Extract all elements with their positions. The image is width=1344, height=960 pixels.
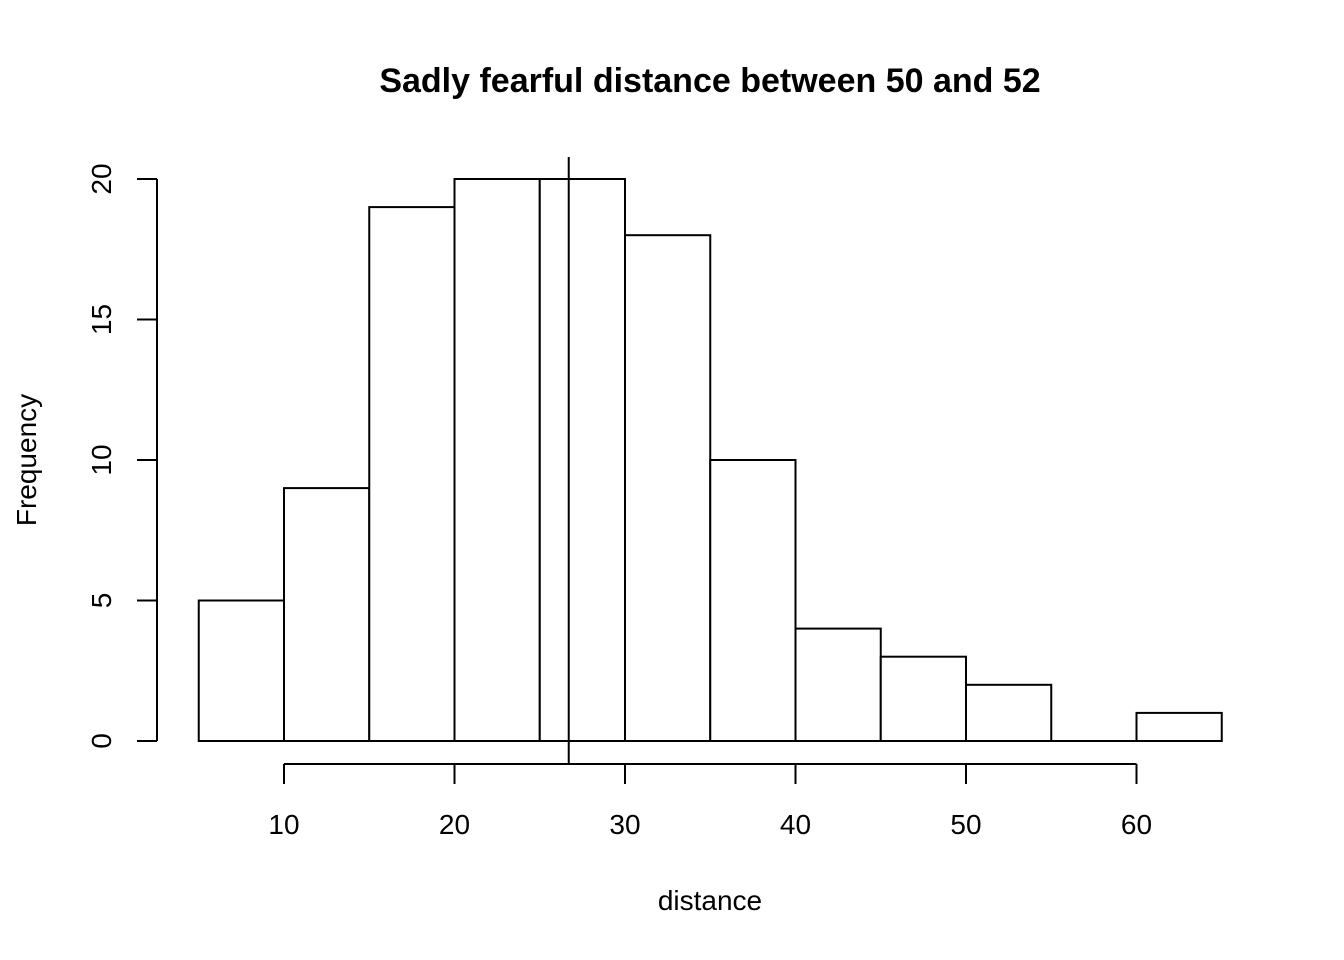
x-axis-label: distance: [658, 885, 762, 916]
x-axis: 10 20 30 40 50 60: [268, 763, 1152, 840]
chart-title: Sadly fearful distance between 50 and 52: [379, 62, 1040, 100]
histogram-bar: [709, 459, 797, 742]
y-tick-label: 20: [86, 163, 117, 194]
histogram-bar: [879, 655, 967, 743]
histogram-bar: [453, 178, 541, 742]
y-tick-label: 10: [86, 444, 117, 475]
x-tick-label: 40: [780, 809, 811, 840]
y-axis: 0 5 10 15 20: [86, 163, 158, 749]
x-tick-label: 60: [1121, 809, 1152, 840]
y-tick-label: 0: [86, 733, 117, 749]
histogram-bar: [624, 234, 712, 742]
x-tick-label: 20: [439, 809, 470, 840]
histogram-bar: [197, 599, 285, 742]
histogram-bar: [965, 683, 1053, 742]
x-tick-label: 10: [268, 809, 299, 840]
y-tick-label: 5: [86, 593, 117, 609]
histogram-bar: [368, 206, 456, 743]
x-tick-label: 50: [950, 809, 981, 840]
bars-group: [197, 178, 1223, 743]
histogram-bar: [1135, 711, 1223, 743]
histogram-bar: [794, 627, 882, 742]
histogram-bar: [538, 178, 626, 742]
y-tick-label: 15: [86, 304, 117, 335]
x-tick-label: 30: [609, 809, 640, 840]
y-axis-label: Frequency: [11, 394, 42, 526]
histogram-bar: [283, 487, 371, 742]
